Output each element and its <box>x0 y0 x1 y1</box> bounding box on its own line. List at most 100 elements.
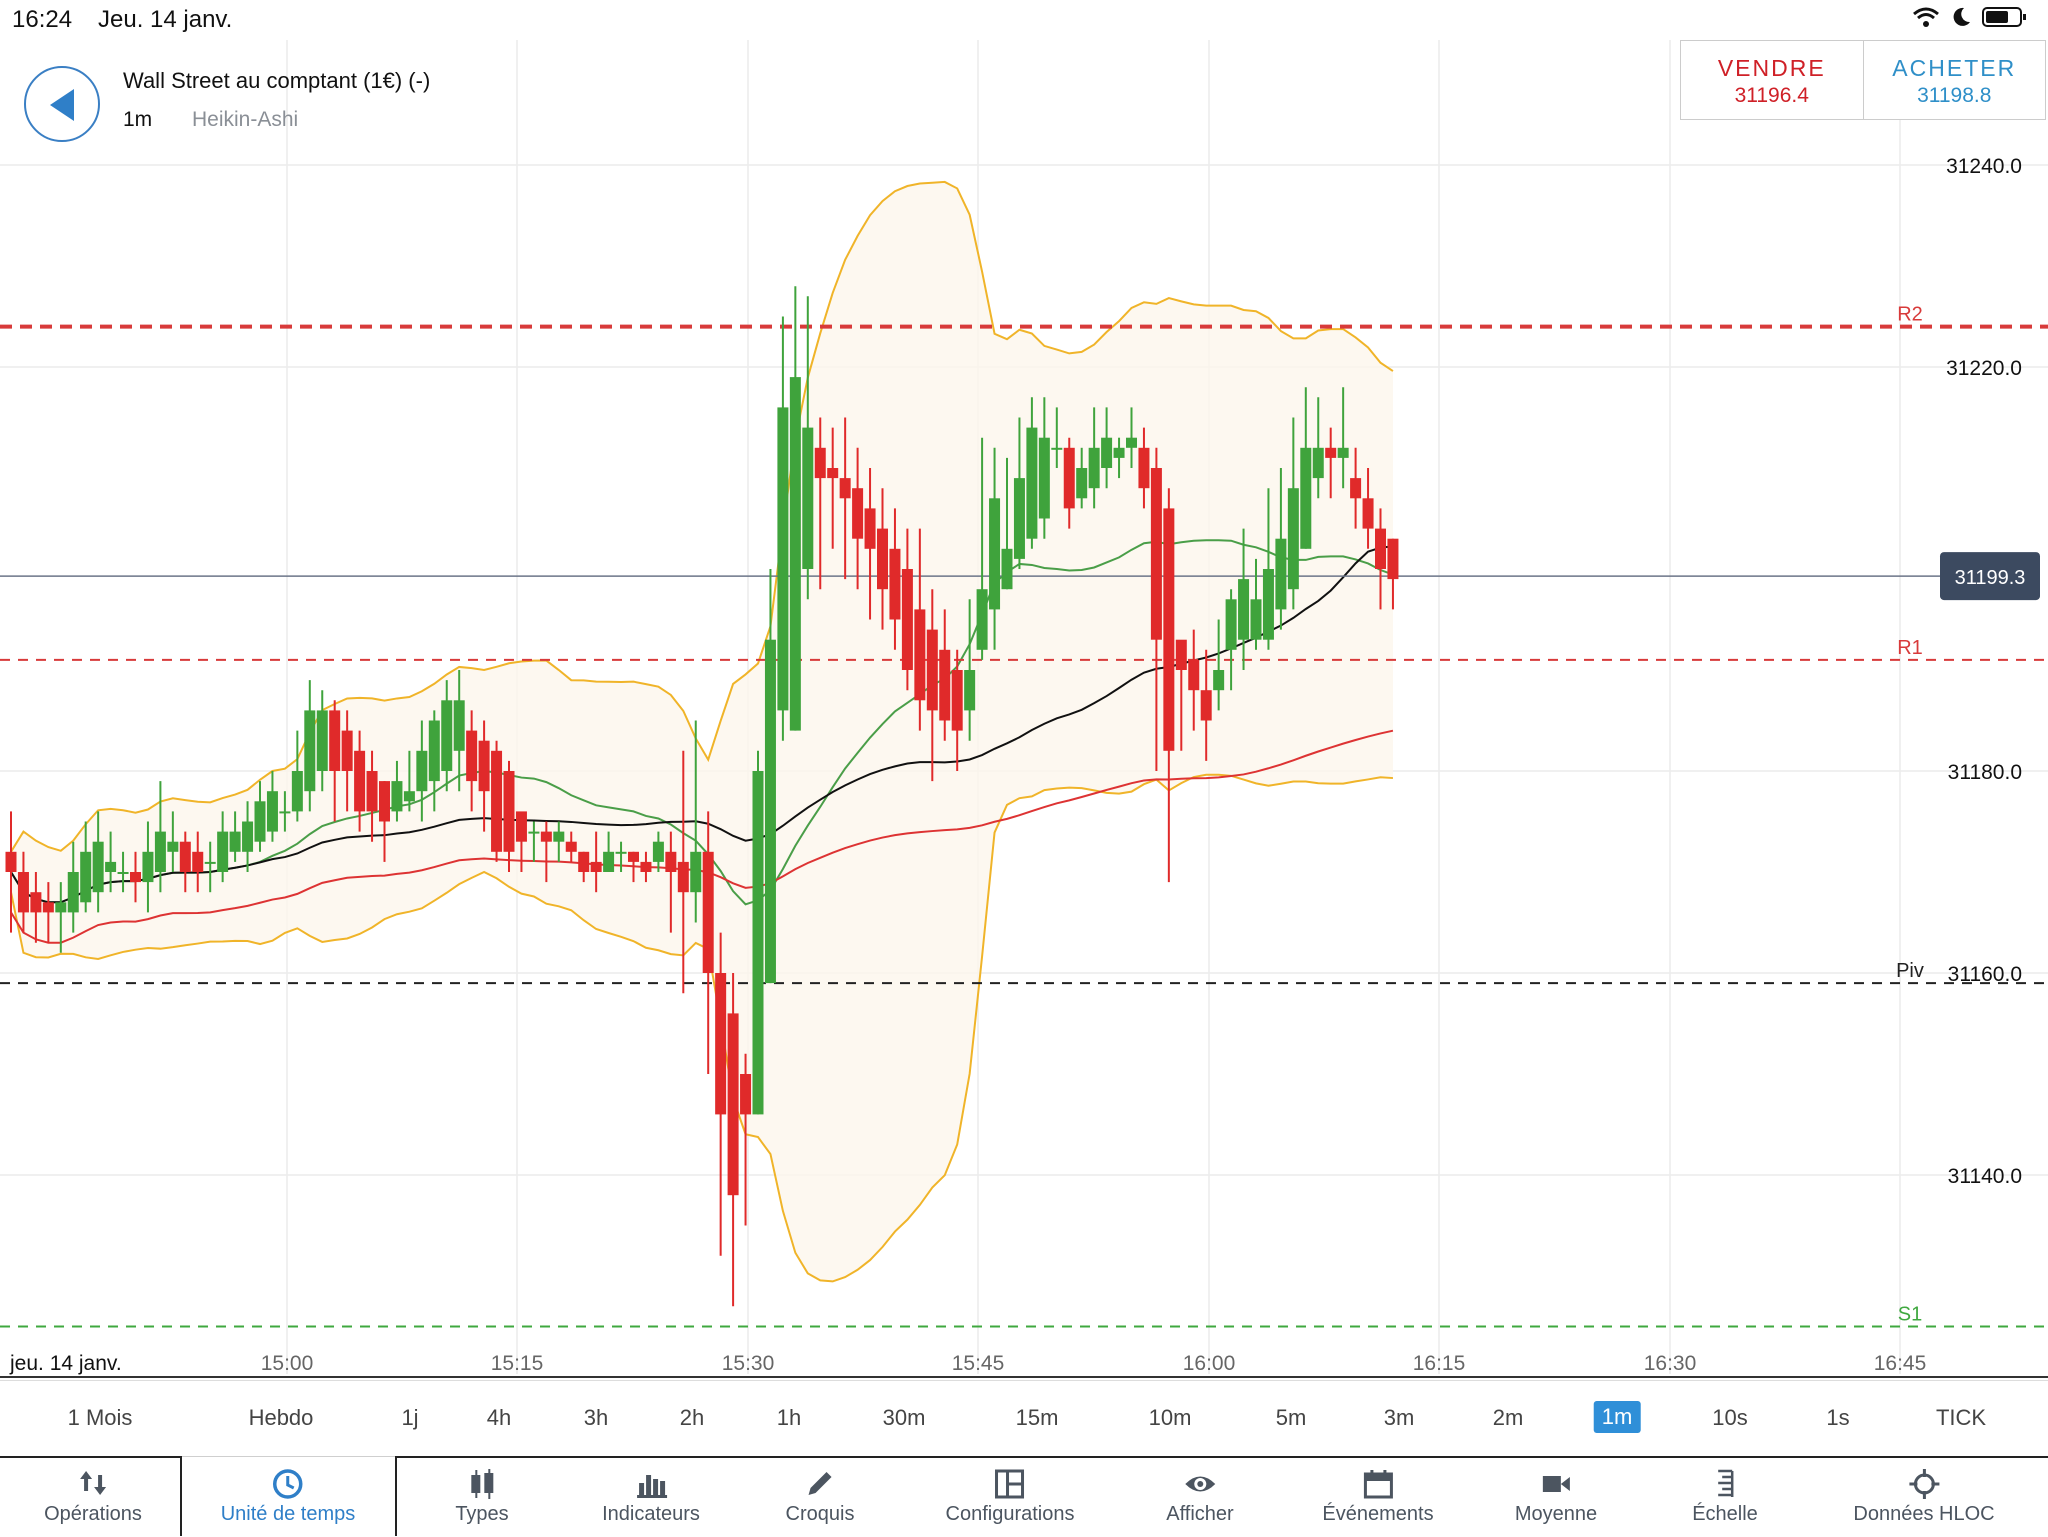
sell-button[interactable]: VENDRE 31196.4 <box>1681 41 1864 119</box>
back-button[interactable] <box>24 66 100 142</box>
candle-body <box>105 861 117 872</box>
candle-body <box>1076 468 1088 499</box>
price-chart[interactable]: R2 R1 Piv S1 31199.3 31240.0 31220.0 31180.0 3… <box>0 0 2048 1380</box>
candle-body <box>1312 447 1324 479</box>
timeframe-3h[interactable]: 3h <box>583 1405 609 1430</box>
timeframe-1j[interactable]: 1j <box>401 1405 419 1430</box>
candle-body <box>565 841 577 852</box>
timeframe-30m[interactable]: 30m <box>882 1405 926 1430</box>
timeframe-hebdo[interactable]: Hebdo <box>248 1405 314 1430</box>
timeframe-10s[interactable]: 10s <box>1712 1405 1748 1430</box>
timeframe-2m[interactable]: 2m <box>1492 1405 1524 1430</box>
toolbar-arrows-updown-button[interactable]: Opérations <box>44 1457 142 1537</box>
candle-body <box>740 1074 752 1115</box>
candle-body <box>1063 447 1075 509</box>
candle-body <box>1138 447 1150 489</box>
toolbar-candlestick-button[interactable]: Types <box>455 1457 509 1537</box>
toolbar-layout-button[interactable]: Configurations <box>946 1457 1074 1537</box>
timeframe-4h[interactable]: 4h <box>486 1405 512 1430</box>
eye-icon <box>1184 1476 1215 1492</box>
timeframe-2h[interactable]: 2h <box>679 1405 705 1430</box>
timeframe-10m[interactable]: 10m <box>1148 1405 1192 1430</box>
moving-average-black <box>10 545 1394 904</box>
candle-body <box>827 468 839 479</box>
timeframe-1-mois[interactable]: 1 Mois <box>67 1405 133 1430</box>
candle-body <box>777 407 789 711</box>
toolbar-label: Données HLOC <box>1853 1503 1995 1525</box>
timeframe-1m[interactable]: 1m <box>1593 1401 1641 1433</box>
candle-body <box>1262 569 1274 640</box>
candle-body <box>217 831 229 872</box>
toolbar-label: Types <box>455 1503 509 1525</box>
candle-body <box>1300 447 1312 549</box>
toolbar-pencil-button[interactable]: Croquis <box>785 1457 855 1537</box>
x-axis-tick-label: 16:45 <box>1874 1352 1927 1375</box>
candle-body <box>341 730 353 771</box>
moon-icon <box>1953 7 1970 26</box>
pencil-icon <box>808 1472 832 1495</box>
candle-body <box>1038 437 1050 519</box>
toolbar-clock-button[interactable]: Unité de temps <box>221 1457 355 1537</box>
candle-body <box>652 841 664 862</box>
timeframe-3m[interactable]: 3m <box>1383 1405 1415 1430</box>
tab-divider <box>180 1456 182 1536</box>
candle-body <box>1250 599 1262 640</box>
candle-body <box>789 377 801 731</box>
trade-panel: VENDRE 31196.4 ACHETER 31198.8 <box>1680 40 2046 120</box>
candle-body <box>603 851 615 872</box>
sell-label: VENDRE <box>1717 55 1826 81</box>
y-axis-tick-label: 31180.0 <box>1948 761 2022 784</box>
camera-icon <box>1543 1476 1570 1492</box>
candle-body <box>366 771 378 812</box>
candle-body <box>229 831 241 852</box>
candle-body <box>1001 548 1013 590</box>
candle-body <box>403 791 415 802</box>
status-time: 16:24 <box>12 6 73 33</box>
toolbar-camera-button[interactable]: Moyenne <box>1515 1457 1597 1537</box>
toolbar-eye-button[interactable]: Afficher <box>1166 1457 1234 1537</box>
tab-border <box>0 1456 182 1458</box>
timeframe-1s[interactable]: 1s <box>1826 1405 1850 1430</box>
candle-body <box>1126 437 1137 448</box>
candle-body <box>628 851 639 862</box>
toolbar-calendar-button[interactable]: Événements <box>1322 1457 1434 1537</box>
timeframe-tick[interactable]: TICK <box>1935 1405 1987 1430</box>
candle-body <box>939 649 951 721</box>
candle-body <box>764 639 776 984</box>
bollinger-band-fill <box>11 181 1393 1282</box>
candle-body <box>1375 528 1386 569</box>
candle-body <box>814 447 826 479</box>
candle-body <box>379 781 390 822</box>
candle-body <box>889 548 901 620</box>
toolbar-bar-chart-button[interactable]: Indicateurs <box>602 1457 700 1537</box>
calendar-icon <box>1363 1470 1393 1499</box>
timeframe-1h[interactable]: 1h <box>776 1405 802 1430</box>
candle-body <box>316 710 328 771</box>
candle-body <box>578 851 590 872</box>
candle-body <box>590 861 602 872</box>
toolbar-scale-button[interactable]: Échelle <box>1692 1457 1758 1537</box>
candle-body <box>1387 538 1399 580</box>
candle-body <box>354 750 366 812</box>
buy-button[interactable]: ACHETER 31198.8 <box>1864 41 2046 119</box>
candle-body <box>877 528 888 590</box>
x-axis-tick-label: 15:45 <box>952 1352 1005 1375</box>
candle-body <box>690 851 702 893</box>
candle-body <box>1188 659 1200 691</box>
x-axis-tick-label: 15:00 <box>261 1352 314 1375</box>
candle-body <box>42 902 54 913</box>
toolbar-label: Croquis <box>785 1503 855 1525</box>
candle-body <box>279 811 291 814</box>
x-axis-tick-label: 16:30 <box>1644 1352 1697 1375</box>
timeframe-15m[interactable]: 15m <box>1015 1405 1059 1430</box>
candle-body <box>1362 498 1374 529</box>
candle-body <box>154 831 166 872</box>
bollinger-upper-line <box>10 180 1394 853</box>
candle-body <box>715 973 727 1115</box>
timeframe-5m[interactable]: 5m <box>1275 1405 1307 1430</box>
candle-body <box>1163 508 1175 751</box>
back-arrow-icon <box>50 89 74 121</box>
candle-body <box>1238 579 1250 640</box>
toolbar-crosshair-button[interactable]: Données HLOC <box>1853 1457 1995 1537</box>
candle-body <box>1350 478 1362 499</box>
